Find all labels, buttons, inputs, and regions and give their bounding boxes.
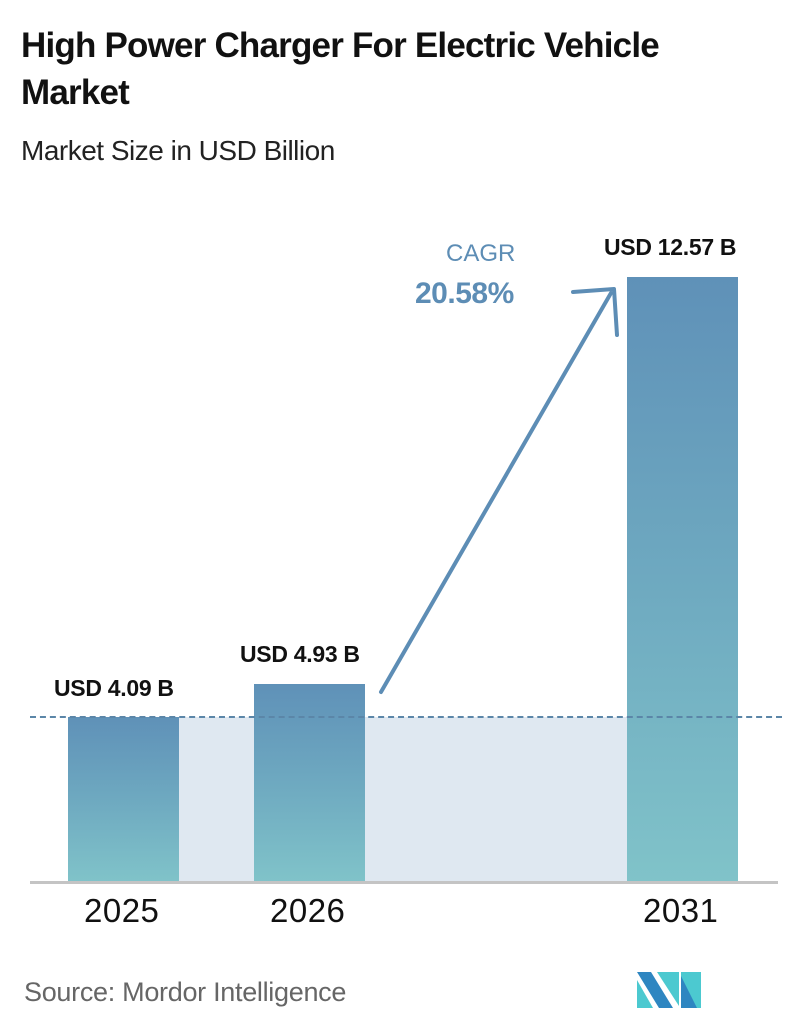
baseline-shade-region: [179, 717, 627, 882]
source-text: Source: Mordor Intelligence: [24, 977, 347, 1007]
year-label-2026: 2026: [270, 892, 346, 929]
value-label-2025: USD 4.09 B: [54, 675, 174, 701]
value-label-2031: USD 12.57 B: [604, 234, 737, 260]
year-label-2031: 2031: [643, 892, 719, 929]
reference-dashed-line: [30, 716, 782, 718]
year-label-2025: 2025: [84, 892, 160, 929]
x-axis-baseline: [30, 881, 778, 884]
chart-title: High Power Charger For Electric Vehicle …: [21, 26, 660, 112]
bar-2025: [68, 717, 179, 882]
cagr-label: CAGR: [446, 240, 516, 267]
value-label-2026: USD 4.93 B: [240, 641, 360, 667]
cagr-value: 20.58%: [415, 277, 514, 310]
mordor-intelligence-logo-icon: [637, 972, 701, 1008]
chart-subtitle: Market Size in USD Billion: [21, 135, 335, 166]
bar-2031: [627, 277, 738, 882]
